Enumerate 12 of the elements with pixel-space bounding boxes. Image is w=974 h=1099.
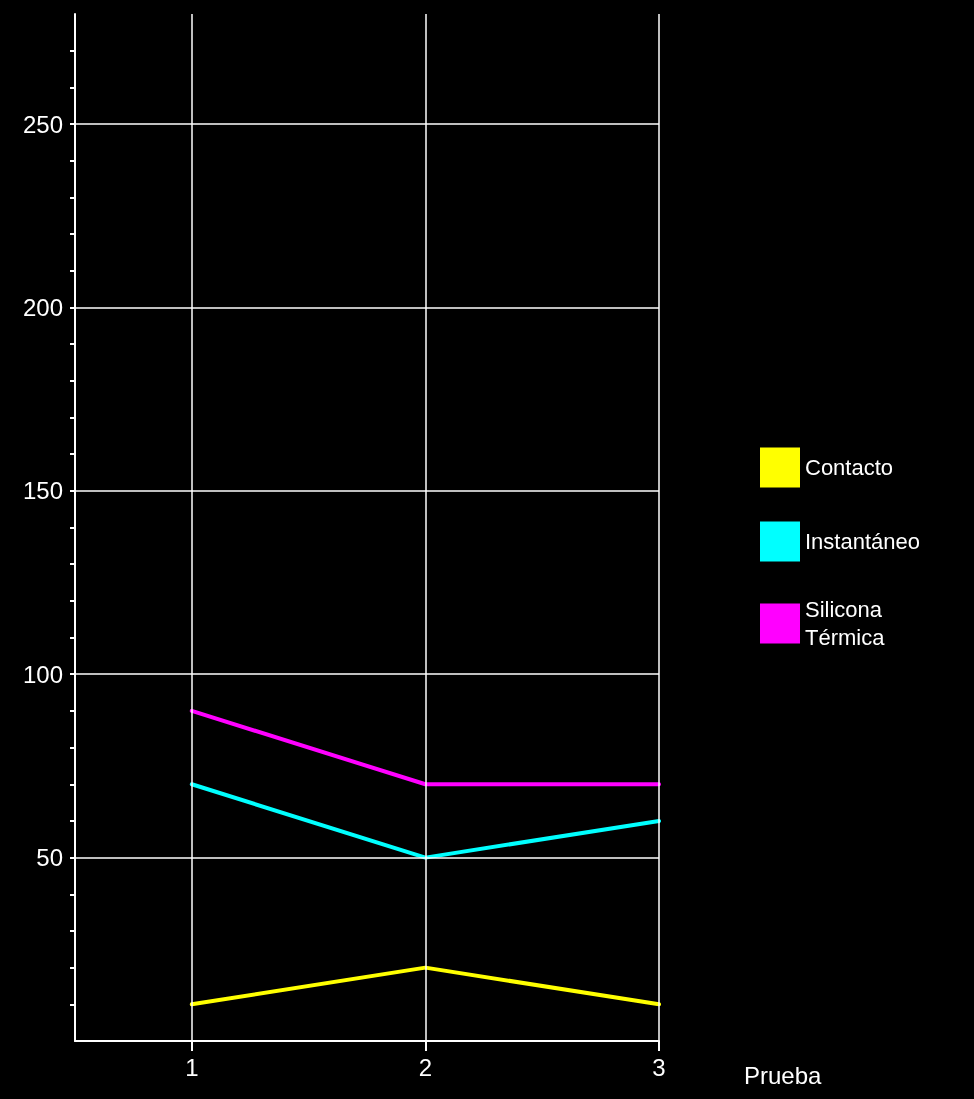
y-tick-label: 50: [36, 844, 63, 872]
y-tick-label: 200: [22, 293, 63, 321]
legend-label: Silicona Térmica: [805, 597, 886, 650]
y-tick-label: 100: [22, 660, 63, 688]
x-tick-label: 2: [418, 1053, 433, 1081]
x-tick-label: 1: [185, 1053, 199, 1081]
x-axis-title: Prueba: [744, 1061, 823, 1089]
legend-label: Contacto: [805, 455, 894, 480]
y-tick-label: 250: [22, 110, 63, 138]
x-tick-label: 3: [652, 1053, 666, 1081]
legend-label: Instantáneo: [805, 529, 920, 554]
y-tick-label: 150: [22, 477, 63, 505]
